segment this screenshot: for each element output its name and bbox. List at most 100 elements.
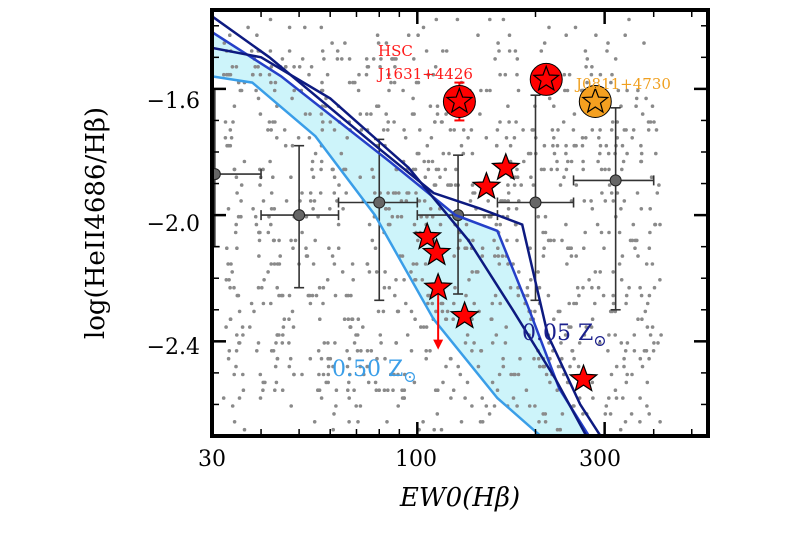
background-point — [401, 88, 405, 93]
x-tick-label-300: 300 — [579, 447, 621, 472]
background-point — [384, 112, 389, 116]
background-point — [366, 380, 371, 385]
background-point — [609, 128, 614, 132]
background-point — [242, 159, 247, 164]
background-point — [248, 325, 252, 329]
background-point — [646, 128, 651, 132]
background-point — [492, 238, 496, 243]
background-point — [542, 364, 547, 369]
background-point — [611, 293, 615, 298]
background-point — [498, 120, 502, 124]
background-point — [571, 128, 576, 132]
background-point — [501, 17, 506, 22]
background-point — [609, 80, 613, 85]
background-point — [613, 333, 617, 337]
background-point — [611, 199, 616, 203]
background-point — [246, 25, 250, 30]
background-point — [511, 372, 516, 377]
background-point — [430, 301, 435, 306]
background-point — [228, 128, 233, 132]
background-point — [638, 396, 642, 400]
background-point — [564, 167, 569, 172]
background-point — [452, 128, 457, 132]
background-point — [256, 341, 261, 345]
background-point — [653, 222, 658, 227]
background-point — [378, 65, 382, 69]
background-point — [608, 412, 613, 416]
background-point — [282, 128, 287, 132]
background-point — [504, 136, 509, 140]
background-point — [269, 191, 274, 195]
background-point — [289, 404, 294, 408]
background-point — [326, 380, 331, 385]
background-point — [358, 112, 363, 116]
background-point — [572, 356, 576, 361]
background-point — [560, 356, 564, 361]
background-point — [632, 333, 637, 337]
background-point — [307, 72, 311, 77]
background-point — [463, 341, 468, 345]
background-point — [598, 143, 603, 148]
background-point — [365, 349, 370, 353]
background-point — [318, 191, 323, 195]
background-point — [507, 49, 512, 53]
background-point — [591, 396, 595, 400]
background-point — [426, 301, 430, 306]
model-line-2 — [212, 46, 588, 436]
background-point — [552, 151, 557, 156]
background-point — [266, 270, 270, 274]
background-point — [556, 128, 560, 132]
background-point — [423, 175, 428, 179]
background-point — [328, 207, 332, 211]
background-point — [630, 136, 634, 140]
background-point — [394, 341, 399, 345]
background-point — [347, 80, 352, 85]
background-point — [331, 167, 335, 172]
background-point — [617, 262, 622, 266]
background-point — [275, 285, 280, 290]
background-point — [382, 388, 387, 393]
background-point — [414, 262, 419, 266]
background-point — [334, 404, 338, 408]
background-point — [334, 388, 339, 393]
background-point — [261, 388, 265, 393]
background-point — [399, 214, 404, 219]
background-point — [383, 356, 387, 361]
background-point — [347, 356, 352, 361]
background-point — [569, 246, 573, 250]
background-point — [453, 183, 458, 187]
background-point — [237, 309, 242, 314]
background-point — [448, 128, 453, 132]
background-point — [287, 317, 291, 322]
background-point — [623, 349, 628, 353]
background-point — [344, 293, 349, 298]
background-point — [525, 293, 530, 298]
background-point — [233, 230, 238, 235]
background-point — [257, 238, 262, 243]
background-point — [269, 207, 274, 211]
background-point — [476, 364, 481, 369]
background-point — [511, 396, 516, 400]
background-point — [389, 80, 393, 85]
background-point — [330, 254, 335, 258]
background-point — [567, 72, 572, 77]
star-marker — [423, 271, 454, 301]
background-point — [330, 41, 334, 45]
background-point — [644, 96, 648, 101]
background-point — [632, 349, 637, 353]
background-point — [258, 396, 263, 400]
background-point — [328, 356, 333, 361]
background-point — [610, 72, 614, 77]
background-point — [319, 112, 324, 116]
model-line-3 — [212, 75, 543, 436]
background-point — [459, 143, 464, 148]
background-point — [390, 57, 395, 61]
background-point — [234, 175, 239, 179]
background-point — [344, 191, 349, 195]
background-point — [582, 199, 587, 203]
background-point — [654, 128, 659, 132]
background-point — [272, 262, 277, 266]
background-point — [536, 270, 540, 274]
background-point — [619, 278, 624, 282]
background-point — [431, 72, 436, 77]
